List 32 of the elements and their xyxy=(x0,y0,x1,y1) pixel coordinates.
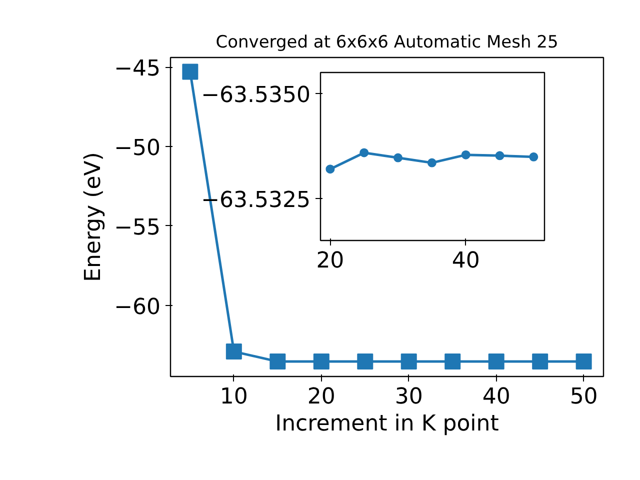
point xyxy=(394,153,403,162)
x-tick-label: 40 xyxy=(482,384,510,410)
x-tick-label: 20 xyxy=(316,248,344,274)
y-tick-label: −63.5350 xyxy=(201,83,311,108)
point xyxy=(182,64,198,80)
y-tick-label: −60 xyxy=(114,294,161,320)
point xyxy=(360,148,369,158)
point xyxy=(326,164,335,174)
point xyxy=(427,158,436,168)
y-tick-label: −55 xyxy=(114,215,161,240)
x-tick-label: 20 xyxy=(307,384,336,410)
x-axis-title: Increment in K point xyxy=(275,412,500,436)
point xyxy=(313,354,330,370)
y-tick-label: −50 xyxy=(114,136,161,162)
x-tick-label: 40 xyxy=(452,248,480,274)
point xyxy=(461,150,470,160)
point xyxy=(226,344,242,360)
chart-title: Converged at 6x6x6 Automatic Mesh 25 xyxy=(216,32,558,52)
y-tick-label: −45 xyxy=(114,56,161,82)
point xyxy=(357,354,374,370)
x-tick-label: 10 xyxy=(220,384,248,410)
point xyxy=(495,151,504,160)
point xyxy=(576,354,592,370)
point xyxy=(488,354,504,370)
point xyxy=(532,354,548,370)
x-tick-label: 50 xyxy=(570,384,598,410)
x-tick-label: 30 xyxy=(394,384,423,410)
point xyxy=(270,354,286,370)
point xyxy=(529,152,538,162)
point xyxy=(444,354,461,370)
y-axis-title: Energy (eV) xyxy=(81,152,106,282)
point xyxy=(400,354,417,370)
